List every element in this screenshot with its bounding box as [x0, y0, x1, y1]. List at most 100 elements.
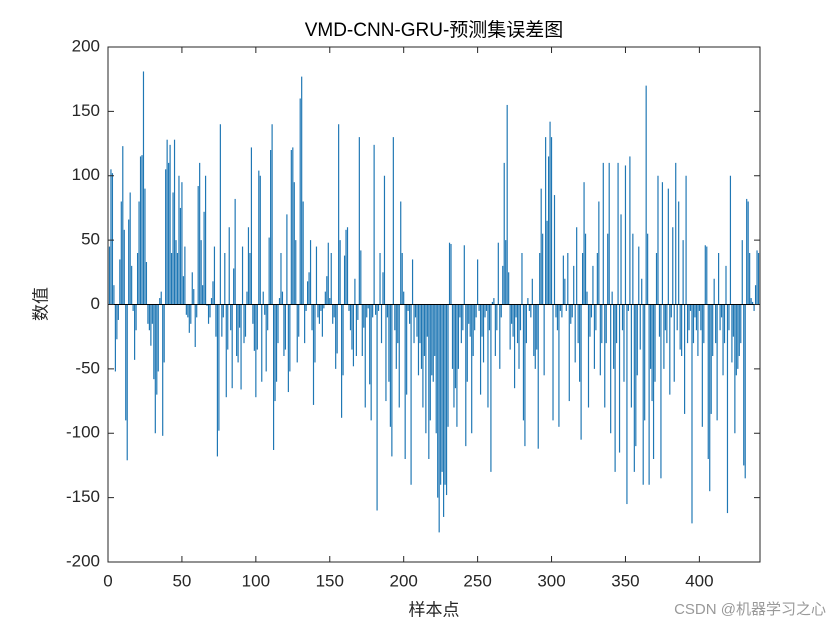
bar	[613, 304, 615, 369]
bar	[456, 304, 458, 427]
bar	[451, 304, 454, 369]
bar	[304, 304, 306, 344]
bar	[562, 255, 564, 305]
bar	[478, 304, 480, 311]
x-tick-label: 250	[463, 571, 491, 590]
bar	[445, 304, 448, 496]
bar	[750, 298, 752, 305]
x-tick-label: 50	[172, 571, 191, 590]
bar	[757, 253, 760, 305]
bar	[709, 304, 711, 492]
y-tick-label: -100	[66, 423, 100, 442]
bar	[111, 173, 114, 305]
bar	[268, 237, 270, 305]
bar	[417, 304, 420, 376]
bar	[216, 304, 218, 457]
bar	[555, 304, 557, 318]
bar	[138, 201, 140, 305]
bar	[503, 162, 505, 305]
bar	[543, 304, 545, 376]
bar	[349, 304, 352, 331]
bar	[552, 304, 554, 421]
bar	[275, 304, 278, 382]
bar	[704, 245, 706, 305]
bar	[341, 304, 343, 418]
bar	[648, 304, 650, 485]
y-tick-label: 100	[72, 165, 100, 184]
bar	[530, 304, 532, 318]
bar	[345, 229, 347, 305]
y-axis-label: 数值	[31, 287, 50, 321]
bar	[358, 137, 360, 305]
bar	[147, 304, 149, 324]
bar	[607, 233, 609, 305]
bar	[342, 304, 344, 376]
bar	[453, 304, 455, 408]
bar	[219, 124, 221, 305]
bar	[397, 304, 399, 344]
bar	[752, 301, 754, 305]
bar	[218, 304, 220, 431]
bar	[227, 304, 229, 350]
bar	[500, 304, 502, 318]
bar	[615, 304, 618, 344]
bar	[617, 162, 619, 305]
bar	[400, 201, 402, 305]
bar	[493, 298, 495, 305]
bar	[413, 304, 415, 344]
bar	[153, 304, 155, 380]
bar	[502, 265, 504, 305]
bar	[262, 291, 264, 305]
bar	[722, 304, 724, 376]
bar	[539, 253, 541, 305]
bar	[676, 304, 678, 331]
bar	[406, 304, 408, 395]
bar	[574, 304, 576, 363]
bar	[685, 175, 687, 305]
bar	[321, 304, 323, 337]
bar	[128, 219, 130, 305]
bar	[623, 304, 625, 382]
bar	[135, 304, 137, 331]
bar	[272, 304, 275, 450]
bar	[635, 304, 637, 447]
bar	[592, 265, 594, 305]
y-tick-label: 50	[81, 230, 100, 249]
bar	[221, 304, 223, 337]
bar	[567, 253, 569, 305]
bar	[206, 304, 208, 306]
bar	[339, 240, 341, 305]
bar	[335, 304, 337, 369]
bar	[457, 304, 459, 369]
bar	[550, 137, 553, 305]
bar	[450, 243, 452, 305]
bar	[723, 304, 726, 344]
bar	[605, 304, 607, 344]
bar	[292, 147, 294, 305]
bar	[661, 182, 664, 305]
bar	[184, 246, 186, 305]
x-tick-label: 150	[316, 571, 344, 590]
bar	[178, 175, 180, 305]
bar	[589, 304, 591, 337]
bar	[425, 304, 427, 434]
y-tick-label: -50	[75, 358, 100, 377]
bar	[187, 304, 189, 318]
bar	[197, 186, 199, 305]
bar	[357, 304, 359, 320]
bar	[626, 304, 628, 505]
bar	[596, 253, 598, 305]
bar	[576, 227, 578, 305]
bar	[355, 304, 357, 356]
bar	[556, 304, 559, 331]
bar	[372, 304, 374, 318]
bar	[521, 253, 523, 305]
bar	[684, 304, 686, 414]
bar	[302, 201, 304, 305]
bar	[154, 304, 156, 434]
bar	[559, 304, 561, 311]
bar	[734, 304, 736, 434]
bar	[377, 304, 380, 311]
bar	[519, 304, 522, 331]
bar	[431, 304, 433, 376]
